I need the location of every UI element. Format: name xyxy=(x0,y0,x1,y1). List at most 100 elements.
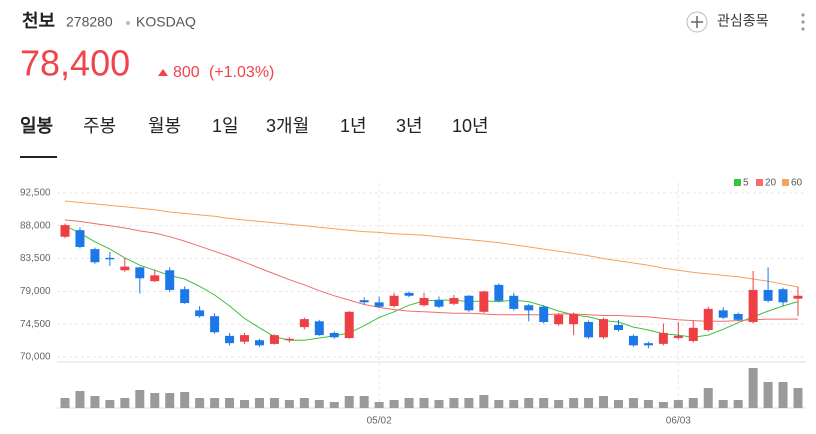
candle-body xyxy=(778,289,788,303)
volume-bar xyxy=(389,400,399,408)
candle-body xyxy=(90,249,100,263)
volume-bar xyxy=(120,398,130,408)
volume-bar xyxy=(314,400,324,408)
legend-swatch xyxy=(756,179,763,186)
tab[interactable]: 10년 xyxy=(452,116,489,136)
candle-body xyxy=(718,310,728,318)
volume-bar xyxy=(778,382,788,408)
candle-body xyxy=(793,295,803,299)
x-tick-label: 06/03 xyxy=(666,416,691,427)
tab[interactable]: 일봉 xyxy=(20,116,53,136)
candle-body xyxy=(554,314,564,325)
candle-body xyxy=(569,313,579,325)
volume-bar xyxy=(404,398,414,408)
volume-bar xyxy=(748,368,758,408)
candle-body xyxy=(374,302,384,307)
legend-label: 20 xyxy=(765,178,777,189)
volume-bar xyxy=(464,398,474,408)
volume-bar xyxy=(479,395,489,408)
volume-bar xyxy=(135,390,145,408)
volume-bar xyxy=(584,398,594,408)
volume-bar xyxy=(599,396,609,408)
volume-bar xyxy=(344,396,354,408)
legend-label: 5 xyxy=(743,178,749,189)
candle-body xyxy=(225,335,235,344)
y-tick-label: 83,500 xyxy=(20,253,51,264)
up-arrow xyxy=(158,69,168,76)
tab[interactable]: 1일 xyxy=(212,116,239,136)
volume-bar xyxy=(449,398,459,408)
candle-body xyxy=(404,292,414,296)
more-menu[interactable] xyxy=(801,13,805,31)
volume-bar xyxy=(763,382,773,408)
separator-dot xyxy=(126,21,130,25)
candle-body xyxy=(494,284,504,301)
volume-bar xyxy=(673,400,683,408)
volume-bar xyxy=(509,400,519,408)
tab[interactable]: 주봉 xyxy=(83,116,116,136)
volume-bar xyxy=(613,400,623,408)
candle-body xyxy=(703,308,713,331)
candle-body xyxy=(599,319,609,338)
candle-body xyxy=(195,310,205,317)
price: 78,400 xyxy=(20,43,130,84)
volume-bar xyxy=(210,398,220,408)
tab[interactable]: 월봉 xyxy=(148,116,181,136)
watch-icon[interactable] xyxy=(686,11,708,33)
volume-bar xyxy=(150,393,160,408)
candle-body xyxy=(210,316,220,333)
volume-bar xyxy=(539,398,549,408)
tab[interactable]: 1년 xyxy=(340,116,367,136)
candle-body xyxy=(165,270,175,290)
candle-body xyxy=(75,230,85,247)
ma-line xyxy=(64,225,799,341)
candle-body xyxy=(419,297,429,306)
volume-bar xyxy=(733,400,743,408)
candle-body xyxy=(763,289,773,301)
volume-bar xyxy=(269,398,279,408)
tab[interactable]: 3년 xyxy=(396,116,423,136)
volume-bar xyxy=(284,400,294,408)
candle-body xyxy=(584,322,594,338)
candle-body xyxy=(344,311,354,339)
volume-bar xyxy=(569,398,579,408)
volume-bar xyxy=(628,398,638,408)
candle-body xyxy=(60,225,70,237)
candle-body xyxy=(464,295,474,311)
candle-body xyxy=(314,321,324,336)
candle-body xyxy=(269,335,279,344)
volume-bar xyxy=(419,398,429,408)
volume-bar xyxy=(329,402,339,408)
volume-bar xyxy=(643,400,653,408)
candle-body xyxy=(329,332,339,338)
y-tick-label: 70,000 xyxy=(20,352,51,363)
volume-bar xyxy=(254,398,264,408)
candle-body xyxy=(509,295,519,309)
volume-bar xyxy=(359,396,369,408)
y-tick-label: 92,500 xyxy=(20,188,51,199)
candle-body xyxy=(733,313,743,320)
candle-body xyxy=(105,257,115,260)
volume-bar xyxy=(374,402,384,408)
stock-code: 278280 xyxy=(66,14,113,30)
y-tick-label: 88,000 xyxy=(20,220,51,231)
volume-bar xyxy=(524,398,534,408)
ma-line xyxy=(64,219,798,322)
candle-body xyxy=(479,291,489,312)
legend-swatch xyxy=(782,179,789,186)
watch-button[interactable]: 관심종목 xyxy=(717,13,769,29)
candle-body xyxy=(643,343,653,346)
tab[interactable]: 3개월 xyxy=(266,116,309,136)
candle-body xyxy=(449,297,459,304)
candle-body xyxy=(359,300,369,303)
plus xyxy=(691,16,703,28)
candle-body xyxy=(284,338,294,341)
candle-body xyxy=(524,305,534,311)
volume-bar xyxy=(60,398,70,408)
volume-bar xyxy=(225,398,235,408)
volume-bar xyxy=(793,388,803,408)
candle-body xyxy=(150,275,160,282)
candle-body xyxy=(135,267,145,279)
